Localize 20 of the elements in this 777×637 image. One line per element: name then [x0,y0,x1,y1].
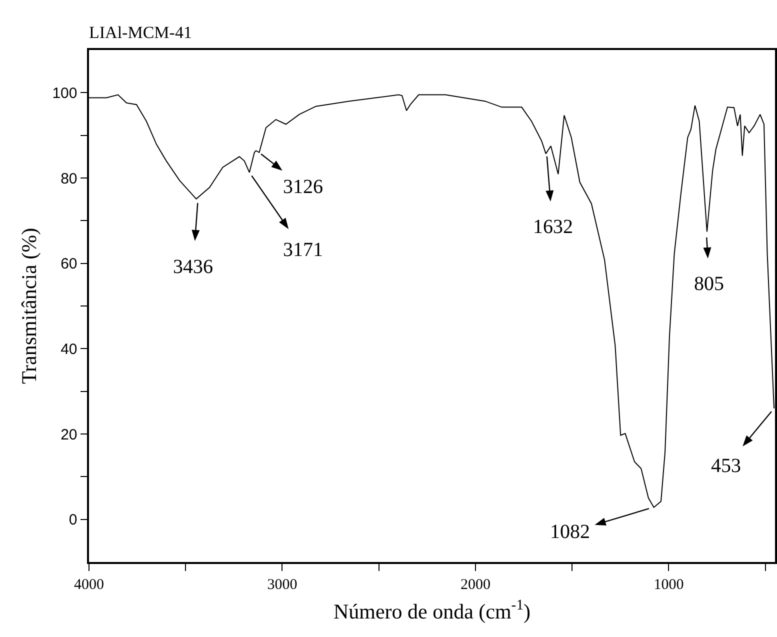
y-tick-label: 100 [52,84,78,102]
x-tick-label: 3000 [267,576,298,593]
annotation: 1082 [550,521,590,543]
y-axis-title: Transmitância (%) [16,228,41,384]
y-tick-label: 40 [60,340,78,358]
y-tick-label: 20 [60,426,78,444]
y-tick-label: 80 [60,170,78,188]
annotation: 3436 [173,256,213,278]
x-tick-label: 4000 [74,576,104,593]
annotation: 1632 [533,216,573,238]
x-axis-title: Número de onda (cm$^{-1}$) [333,598,531,624]
annotation: 453 [711,455,741,477]
y-tick-label: 60 [60,256,78,273]
annotation: 3171 [283,239,323,261]
annotation: 805 [694,273,724,295]
y-tick-label: 0 [68,512,78,529]
x-tick-label: 2000 [460,576,490,593]
chart-title: LIAl-MCM-41 [89,22,192,42]
annotation: 3126 [283,176,323,198]
x-tick-label: 1000 [654,576,684,593]
